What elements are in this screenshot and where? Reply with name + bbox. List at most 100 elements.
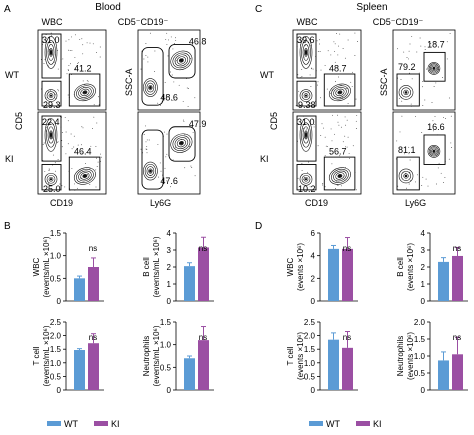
contour-line: [301, 91, 311, 100]
event-dot: [145, 43, 147, 44]
event-dot: [90, 145, 92, 147]
event-dot: [85, 163, 86, 165]
contour-line: [403, 89, 409, 95]
event-dot: [188, 88, 189, 90]
event-dot: [334, 133, 336, 135]
gate-box: [323, 156, 356, 191]
event-dot: [355, 98, 357, 100]
event-dot: [305, 128, 307, 130]
gate-value: 47.9: [189, 119, 207, 129]
event-dot: [175, 37, 176, 39]
event-dot: [424, 49, 426, 50]
contour-line: [299, 172, 313, 186]
event-dot: [74, 56, 76, 58]
y-axis-label: Neutrophils(events/mL ×10⁶): [142, 325, 161, 386]
contour-line: [172, 135, 191, 151]
event-dot: [345, 146, 346, 148]
event-dot: [168, 39, 169, 41]
bar-chart: 0 2 4 6 ns WBC(events ×10⁶): [286, 229, 358, 306]
event-dot: [308, 161, 310, 163]
event-dot: [62, 58, 64, 60]
event-dot: [310, 68, 312, 70]
gate-value: 25.0: [43, 184, 61, 194]
event-dot: [166, 180, 168, 182]
bar-wt: [74, 278, 85, 301]
contour-line: [430, 64, 438, 73]
event-dot: [89, 184, 91, 185]
event-dot: [351, 71, 353, 73]
event-dot: [96, 166, 98, 167]
y-tick-label: 0: [421, 297, 426, 306]
event-dot: [140, 148, 142, 150]
gate-box: [423, 134, 446, 165]
event-dot: [446, 41, 448, 43]
event-dot: [330, 128, 332, 130]
event-dot: [337, 54, 339, 56]
event-dot: [314, 100, 316, 102]
event-dot: [401, 115, 403, 117]
gate-value: 41.2: [74, 64, 92, 74]
contour-line: [427, 62, 441, 75]
y-axis-label: Neutrophils(events ×10⁶): [396, 332, 415, 380]
contour-line: [333, 170, 347, 182]
y-axis-label-line: (events/mL ×10⁶): [42, 236, 51, 297]
event-dot: [147, 61, 149, 63]
gate-value: 47.6: [160, 176, 178, 186]
event-dot: [395, 158, 397, 160]
y-tick-label: 4: [167, 229, 172, 238]
event-dot: [76, 67, 78, 69]
event-dot: [96, 52, 98, 54]
event-dot: [450, 115, 452, 117]
event-dot: [347, 39, 349, 41]
event-dot: [426, 68, 427, 70]
event-dot: [81, 126, 83, 128]
contour-line: [178, 58, 184, 63]
event-dot: [451, 147, 452, 148]
gate-box: [296, 115, 317, 162]
y-axis-label-line: B cell: [396, 257, 405, 277]
event-dot: [164, 167, 166, 169]
event-dot: [45, 101, 47, 102]
event-dot: [95, 146, 97, 148]
event-dot: [81, 152, 83, 154]
event-dot: [340, 126, 342, 128]
contour-line: [49, 48, 53, 57]
event-dot: [313, 106, 315, 108]
event-dot: [147, 56, 149, 58]
contour-core: [49, 49, 53, 56]
bar-chart: 0 0.5 1.0 1.5 2.0 2.5 ns T cell(events ×10⁶): [286, 318, 358, 395]
event-dot: [192, 131, 194, 133]
event-dot: [45, 126, 47, 128]
event-dot: [194, 175, 196, 177]
event-dot: [86, 42, 88, 44]
axis-label-ssc: SSC-A: [124, 68, 134, 96]
event-dot: [398, 97, 400, 99]
contour-line: [302, 126, 310, 144]
gate-box: [168, 126, 196, 162]
event-dot: [65, 153, 67, 155]
event-dot: [443, 182, 445, 184]
contour-line: [304, 130, 308, 140]
bar-chart: 0 0.5 1.0 1.5 2.0 2.5 ns T cell(events/mL ×10⁶): [32, 318, 104, 395]
y-tick-label: 0: [421, 386, 426, 395]
contour-core: [432, 67, 436, 70]
y-tick-label: 1.5: [50, 345, 62, 354]
event-dot: [446, 58, 448, 60]
contour-core: [149, 169, 152, 173]
event-dot: [171, 74, 173, 76]
event-dot: [347, 136, 349, 138]
contour-line: [76, 168, 94, 183]
event-dot: [71, 167, 73, 169]
event-dot: [440, 172, 442, 174]
event-dot: [435, 183, 437, 185]
bar-ki: [198, 340, 209, 390]
gate-value: 56.7: [329, 147, 347, 157]
contour-line: [304, 48, 308, 57]
contour-core: [49, 131, 53, 138]
gate-plot: 47.9 47.6: [137, 111, 207, 195]
event-dot: [309, 74, 311, 76]
event-dot: [408, 183, 410, 185]
event-dot: [145, 148, 147, 150]
event-dot: [348, 152, 350, 154]
legend-swatch-wt: [47, 421, 61, 426]
